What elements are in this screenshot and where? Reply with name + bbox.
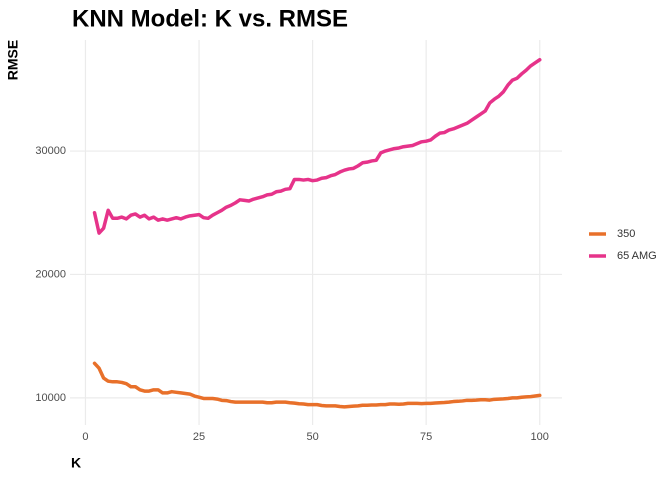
- y-tick-label: 20000: [35, 268, 66, 280]
- y-axis-title: RMSE: [5, 40, 21, 80]
- x-tick-label: 75: [420, 431, 432, 443]
- legend-label: 350: [617, 228, 635, 240]
- x-tick-label: 0: [82, 431, 88, 443]
- x-tick-label: 100: [531, 431, 549, 443]
- data-line: [92, 57, 542, 235]
- x-tick-label: 50: [306, 431, 318, 443]
- y-tick-label: 30000: [35, 145, 66, 157]
- x-tick-label: 25: [193, 431, 205, 443]
- x-axis-title: K: [71, 455, 81, 471]
- chart-title: KNN Model: K vs. RMSE: [72, 5, 348, 32]
- legend-label: 65 AMG: [617, 250, 657, 262]
- y-tick-label: 10000: [35, 392, 66, 404]
- data-line: [92, 361, 542, 409]
